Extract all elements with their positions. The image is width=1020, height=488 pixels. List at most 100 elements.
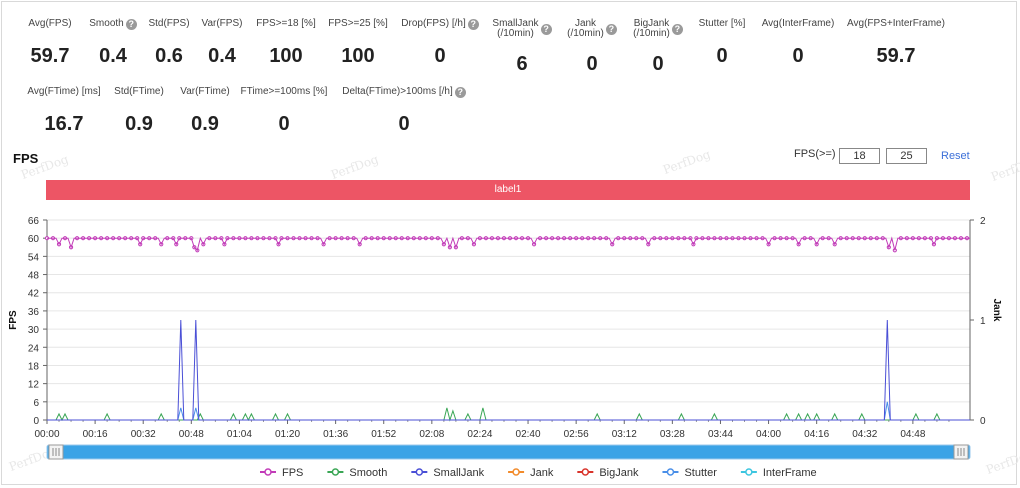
help-icon[interactable]: ? (605, 23, 617, 35)
metric-value: 0 (434, 45, 446, 67)
row1-metric: Var(FPS) 0.4 (152, 13, 292, 68)
metric-value: 0 (398, 113, 410, 135)
y-tick-label: 36 (28, 307, 40, 318)
y-tick-label: 6 (33, 398, 39, 409)
threshold-low-input[interactable]: 18 (839, 148, 880, 164)
legend-label: SmallJank (433, 467, 484, 479)
legend-swatch-marker (331, 468, 340, 476)
help-icon[interactable]: ? (454, 86, 466, 98)
row1-metric: Jank (/10min)? 0 (522, 13, 662, 76)
x-tick-label: 01:36 (323, 429, 348, 440)
y-tick-label: 66 (28, 216, 40, 227)
metric-label: FPS>=25 [%] (328, 18, 388, 29)
row1-metric: Std(FPS) 0.6 (99, 13, 239, 68)
x-tick-label: 03:44 (708, 429, 733, 440)
help-icon[interactable]: ? (671, 23, 683, 35)
legend-swatch-marker (415, 468, 424, 476)
x-tick-label: 02:24 (467, 429, 492, 440)
metric-label: Avg(FTime) [ms] (27, 86, 101, 97)
x-tick-label: 01:52 (371, 429, 396, 440)
y2-tick-label: 1 (980, 316, 986, 327)
legend-item-fps[interactable]: FPS (260, 467, 303, 479)
row2-metric: Var(FTime) 0.9 (135, 81, 275, 136)
metric-value: 59.7 (30, 45, 70, 67)
metric-label: Avg(FPS) (28, 18, 72, 29)
metric-value: 100 (341, 45, 375, 67)
series-stutter-line (47, 401, 970, 421)
metric-value: 6 (516, 53, 528, 75)
legend-label: BigJank (599, 467, 639, 479)
x-tick-label: 01:04 (227, 429, 252, 440)
x-tick-label: 00:32 (131, 429, 156, 440)
y-tick-label: 54 (28, 252, 40, 263)
x-tick-label: 01:20 (275, 429, 300, 440)
y-tick-label: 0 (33, 416, 39, 427)
x-tick-label: 04:48 (900, 429, 925, 440)
row1-metric: Avg(FPS+InterFrame) 59.7 (826, 13, 966, 68)
metric-label: Var(FPS) (201, 18, 243, 29)
row1-metric: Avg(InterFrame) 0 (728, 13, 868, 68)
help-icon[interactable]: ? (125, 18, 137, 30)
legend-item-smalljank[interactable]: SmallJank (411, 467, 485, 479)
metric-value: 16.7 (44, 113, 84, 135)
x-tick-label: 00:00 (34, 429, 59, 440)
legend-item-stutter[interactable]: Stutter (662, 467, 717, 479)
metric-value: 0 (586, 53, 598, 75)
help-icon[interactable]: ? (467, 18, 479, 30)
reset-button[interactable]: Reset (941, 150, 970, 162)
legend-swatch-marker (264, 468, 272, 476)
metric-label: Avg(FPS+InterFrame) (847, 18, 945, 29)
x-tick-label: 00:48 (179, 429, 204, 440)
metric-value: 0.4 (99, 45, 127, 67)
row1-metric: BigJank (/10min)? 0 (588, 13, 728, 76)
x-tick-label: 04:00 (756, 429, 781, 440)
metric-value: 0 (278, 113, 290, 135)
legend-label: Smooth (349, 467, 387, 479)
legend-item-interframe[interactable]: InterFrame (740, 467, 817, 479)
metric-label: Drop(FPS) [/h]? (401, 18, 479, 30)
row1-metric: Smooth? 0.4 (43, 13, 183, 68)
series-fps-line (47, 236, 970, 252)
y2-tick-label: 2 (980, 216, 986, 227)
legend-swatch-marker (666, 468, 675, 476)
metric-label: Var(FTime) (180, 86, 230, 97)
x-tick-label: 02:56 (564, 429, 589, 440)
metric-value: 59.7 (876, 45, 916, 67)
y-tick-label: 60 (28, 234, 40, 245)
legend-item-jank[interactable]: Jank (508, 467, 554, 479)
row1-metric: Avg(FPS) 59.7 (0, 13, 120, 68)
metric-value: 0.9 (191, 113, 219, 135)
y-tick-label: 18 (28, 361, 40, 372)
x-tick-label: 04:16 (804, 429, 829, 440)
y-tick-label: 42 (28, 289, 40, 300)
metric-value: 0 (716, 45, 728, 67)
zoom-slider-track[interactable] (46, 444, 971, 460)
metric-label: Delta(FTime)>100ms [/h]? (342, 86, 466, 98)
row2-metric: FTime>=100ms [%] 0 (214, 81, 354, 136)
metric-label: Smooth? (89, 18, 137, 30)
x-tick-label: 02:40 (516, 429, 541, 440)
y-tick-label: 48 (28, 271, 40, 282)
legend-item-smooth[interactable]: Smooth (327, 467, 387, 479)
metric-label: BigJank (/10min)? (633, 19, 683, 39)
row2-metric: Delta(FTime)>100ms [/h]? 0 (334, 81, 474, 136)
legend-label: Jank (530, 467, 554, 479)
metric-label: Stutter [%] (698, 18, 746, 29)
row1-metric: SmallJank (/10min)? 6 (452, 13, 592, 76)
metric-label: FTime>=100ms [%] (240, 86, 328, 97)
x-tick-label: 00:16 (83, 429, 108, 440)
metric-value: 0.4 (208, 45, 236, 67)
legend-label: InterFrame (763, 467, 817, 479)
metric-value: 0.6 (155, 45, 183, 67)
threshold-high-input[interactable]: 25 (886, 148, 927, 164)
metric-label: Std(FPS) (148, 18, 190, 29)
metric-value: 100 (269, 45, 303, 67)
metric-value: 0 (792, 45, 804, 67)
row1-metric: FPS>=18 [%] 100 (216, 13, 356, 68)
legend-item-bigjank[interactable]: BigJank (577, 467, 639, 479)
help-icon[interactable]: ? (540, 23, 552, 35)
legend-swatch-marker (512, 468, 520, 476)
row2-metric: Avg(FTime) [ms] 16.7 (0, 81, 134, 136)
metric-label: Avg(InterFrame) (761, 18, 835, 29)
